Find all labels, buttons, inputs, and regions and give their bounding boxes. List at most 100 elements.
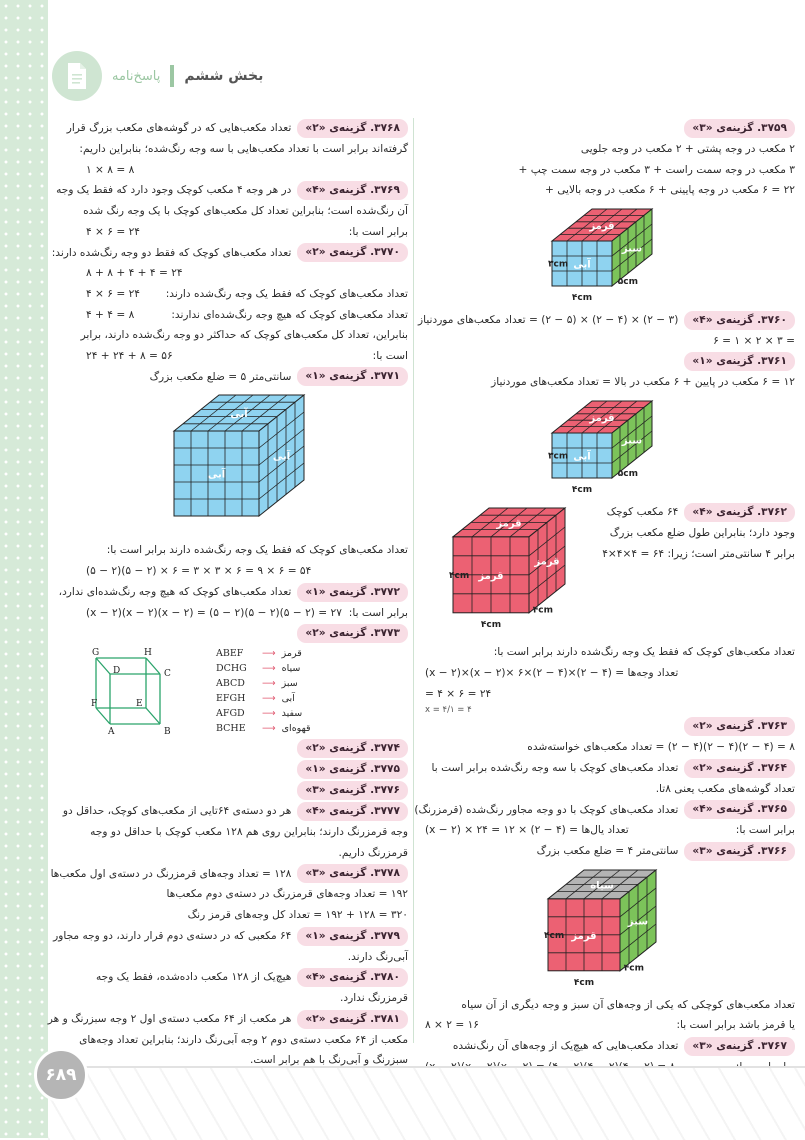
text-line: قرمزرنگ ندارد. xyxy=(340,992,408,1005)
depth-dimension: ۴cm xyxy=(623,963,643,973)
answer-item: ۳۷۶۸. گزینه‌ی «۲» تعداد مکعب‌هایی که در گ… xyxy=(67,118,408,139)
answer-item: ۳۷۷۶. گزینه‌ی «۳» xyxy=(86,780,408,801)
cube-side-face xyxy=(258,394,304,518)
answer-text: تعداد مکعب‌های کوچک که فقط دو وجه رنگ‌شد… xyxy=(51,246,292,259)
answer-item: ۳۷۶۶. گزینه‌ی «۳» سانتی‌متر ۴ = ضلع مکعب … xyxy=(425,841,795,862)
answer-text: هر دو دسته‌ی ۶۴تایی از مکعب‌های کوچک، حد… xyxy=(62,805,292,818)
answer-item: ۳۷۶۱. گزینه‌ی «۱» xyxy=(425,351,795,372)
answer-item: ۳۷۶۹. گزینه‌ی «۴» در هر وجه ۴ مکعب کوچک و… xyxy=(56,180,408,201)
answer-badge: ۳۷۸۰. گزینه‌ی «۴» xyxy=(297,968,408,988)
answer-badge: ۳۷۶۱. گزینه‌ی «۱» xyxy=(684,352,795,372)
page-header: پاسخ‌نامه بخش ششم xyxy=(52,48,263,104)
depth-dimension: ۵cm xyxy=(617,277,637,287)
figure: قرمز سیاه سبز ۴cm ۴cm ۴cm xyxy=(425,864,795,993)
width-dimension: ۴cm xyxy=(573,978,593,988)
text-part: برابر است با: xyxy=(735,824,795,837)
answer-badge: ۳۷۷۴. گزینه‌ی «۲» xyxy=(297,739,408,759)
grid-line xyxy=(528,526,566,557)
right-column: ۳۷۵۹. گزینه‌ی «۳» ۲ مکعب در وجه پشتی + ۲ … xyxy=(414,118,795,1078)
text-with-equation: یا قرمز باشد برابر است با: ۸ × ۲ = ۱۶ xyxy=(425,1015,795,1036)
mapping-row: DCHG ⟶ سیاه xyxy=(216,661,311,676)
vertex-label: G xyxy=(92,648,99,658)
text-line: ۲۲ = ۶ مکعب در وجه پایینی + ۶ مکعب در وج… xyxy=(544,184,795,197)
arrow-right-icon: ⟶ xyxy=(262,723,276,735)
front-face-label: قرمز xyxy=(477,571,503,582)
face-vertices: DCHG xyxy=(216,663,247,675)
text-line: سبزرنگ و آبی‌رنگ با هم برابر است. xyxy=(250,1054,408,1067)
text-part: برابر است با: xyxy=(348,606,408,619)
height-dimension: ۴cm xyxy=(544,931,564,941)
answer-badge: ۳۷۶۵. گزینه‌ی «۴» xyxy=(684,800,795,820)
decorative-footer-band xyxy=(48,1066,805,1140)
text-part: برابر است با: xyxy=(348,225,408,238)
figure: قرمز قرمز قرمز ۴cm ۴cm ۴cm xyxy=(425,502,610,642)
vertex-label: A xyxy=(107,727,115,736)
answer-item: ۳۷۷۴. گزینه‌ی «۲» xyxy=(86,738,408,759)
header-divider xyxy=(170,65,175,87)
equation: (x − ۲)×(x − ۲)× تعداد وجه‌ها = (۴ − ۲)×… xyxy=(425,666,679,679)
text-line: ۱۲ = ۶ مکعب در پایین + ۶ مکعب در بالا = … xyxy=(491,376,795,389)
answer-text: هر مکعب از ۶۴ مکعب دسته‌ی اول ۲ وجه سبزر… xyxy=(47,1012,292,1025)
answer-item: ۳۷۸۰. گزینه‌ی «۴» هیچ‌یک از ۱۲۸ مکعب داده… xyxy=(86,967,408,988)
answer-badge: ۳۷۷۱. گزینه‌ی «۱» xyxy=(297,367,408,387)
height-dimension: ۴cm xyxy=(449,571,469,581)
grid-line xyxy=(596,208,637,242)
answer-text: ۱۲۸ = تعداد وجه‌های قرمزرنگ در دسته‌ی او… xyxy=(50,867,292,880)
front-face-label: آبی xyxy=(573,257,591,270)
equation: = ۴ × ۶ = ۲۴ xyxy=(425,687,492,700)
grid-line xyxy=(581,400,622,434)
cube-figure: آبی قرمز سبز ۴cm ۳cm ۵cm xyxy=(548,207,653,303)
text-line: = ۳ × ۲ × ۱ = ۶ xyxy=(713,334,795,347)
cube-edge xyxy=(145,707,161,725)
arrow-right-icon: ⟶ xyxy=(262,708,276,720)
side-face-label: آبی xyxy=(272,450,290,463)
answer-badge: ۳۷۸۱. گزینه‌ی «۲» xyxy=(297,1009,408,1029)
side-face-label: سبز xyxy=(620,243,641,254)
answer-badge: ۳۷۷۲. گزینه‌ی «۱» xyxy=(297,582,408,602)
answer-badge: ۳۷۵۹. گزینه‌ی «۳» xyxy=(684,119,795,138)
text-line: ۱۹۲ = تعداد وجه‌های قرمزرنگ در دسته‌ی دو… xyxy=(166,888,408,901)
cube-figure: قرمز قرمز قرمز ۴cm ۴cm ۴cm xyxy=(449,506,567,630)
arrow-right-icon: ⟶ xyxy=(262,663,276,675)
answer-item: ۳۷۷۵. گزینه‌ی «۱» xyxy=(86,759,408,780)
answer-badge: ۳۷۶۴. گزینه‌ی «۲» xyxy=(684,758,795,778)
top-face-label: قرمز xyxy=(495,518,521,529)
face-color: آبی xyxy=(281,693,295,705)
answer-item: ۳۷۶۲. گزینه‌ی «۴» ۶۴ مکعب کوچک xyxy=(607,502,795,523)
height-dimension: ۳cm xyxy=(548,259,568,269)
front-face-label: قرمز xyxy=(570,931,596,942)
grid-line xyxy=(258,429,304,466)
answer-badge: ۳۷۷۳. گزینه‌ی «۲» xyxy=(297,624,408,644)
grid-line xyxy=(190,395,236,432)
vertex-label: C xyxy=(164,669,171,679)
wire-cube-figure: G H D C F E A B ABEF ⟶ قرمز DCHG ⟶ سیاه ABCD ⟶ سبز EFGH ⟶ آ… xyxy=(86,646,408,736)
face-vertices: ABCD xyxy=(216,678,245,690)
answer-item: ۳۷۶۰. گزینه‌ی «۴» (۳ − ۲) × (۴ − ۲) × (۵ … xyxy=(418,310,795,331)
answer-item: ۳۷۶۵. گزینه‌ی «۴» تعداد مکعب‌های کوچک با … xyxy=(414,799,795,820)
vertex-label: E xyxy=(136,699,143,709)
answer-item: ۳۷۷۹. گزینه‌ی «۱» ۶۴ مکعبی که در دسته‌ی د… xyxy=(53,926,408,947)
depth-dimension: ۴cm xyxy=(533,605,553,615)
text-with-equation: برابر است با: (x − ۲)(x − ۲)(x − ۲) = (۵ … xyxy=(86,603,408,624)
answer-badge: ۳۷۶۳. گزینه‌ی «۲» xyxy=(684,717,795,737)
grid-line xyxy=(611,238,652,272)
arrow-right-icon: ⟶ xyxy=(262,693,276,705)
text-line: وجود دارد؛ بنابراین طول ضلع مکعب بزرگ xyxy=(609,526,795,539)
grid-line xyxy=(566,400,607,434)
text-line: تعداد مکعب‌های کوچک که فقط یک وجه رنگ‌شد… xyxy=(493,646,795,659)
text-line: گرفته‌اند برابر است با تعداد مکعب‌هایی ب… xyxy=(79,143,408,155)
answer-text: سانتی‌متر ۴ = ضلع مکعب بزرگ xyxy=(536,845,679,858)
grid-line xyxy=(611,430,652,464)
text-line: بنابراین، تعداد کل مکعب‌های کوچک که حداک… xyxy=(80,329,408,342)
height-dimension: ۳cm xyxy=(548,451,568,461)
face-color-mapping: ABEF ⟶ قرمز DCHG ⟶ سیاه ABCD ⟶ سبز EFGH ⟶ آبی AFGD ⟶ س… xyxy=(216,646,311,736)
wire-cube-diagram: G H D C F E A B xyxy=(91,648,171,736)
grid-line xyxy=(566,208,607,242)
answer-text: هیچ‌یک از ۱۲۸ مکعب داده‌شده، فقط یک وجه xyxy=(95,971,292,984)
top-face-label: سیاه xyxy=(590,880,614,891)
page-number: ۶۸۹ xyxy=(34,1048,88,1102)
answer-item: ۳۷۷۳. گزینه‌ی «۲» xyxy=(86,623,408,644)
answer-item: ۳۷۷۸. گزینه‌ی «۳» ۱۲۸ = تعداد وجه‌های قرم… xyxy=(51,863,408,884)
text-line: ۸ = (۴ − ۲)(۴ − ۲)(۴ − ۲) = تعداد مکعب‌ه… xyxy=(527,741,795,754)
front-face-label: آبی xyxy=(207,468,225,481)
